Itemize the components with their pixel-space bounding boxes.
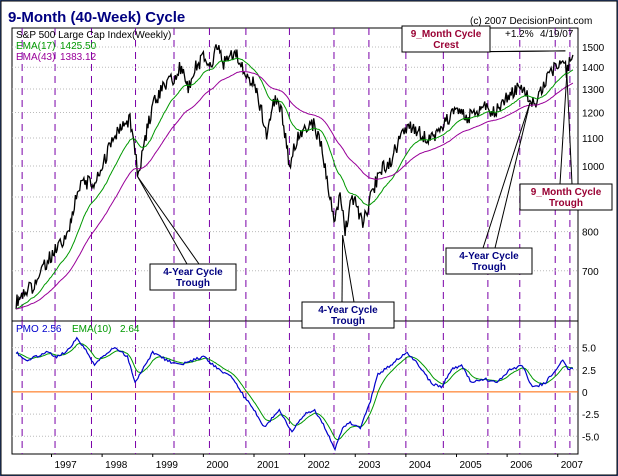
ema43-line (15, 71, 574, 310)
callout-text: 9_Month Cycle (531, 187, 602, 198)
callout-leader (342, 235, 355, 303)
y-tick-label: -2.5 (582, 410, 600, 421)
x-tick-label: 1997 (54, 460, 77, 471)
callout-leader (341, 235, 344, 303)
pmo-y-axis: 5.0 2.5 0 -2.5 -5.0 (582, 344, 600, 444)
callout-leader (559, 73, 568, 185)
x-tick-label: 2000 (206, 460, 229, 471)
callout-text: 4-Year Cycle (459, 251, 519, 262)
callout-text: Trough (472, 262, 506, 273)
callout-leader (482, 102, 531, 249)
legend-ema17-label: EMA(17) (16, 41, 55, 52)
callout-box (445, 247, 533, 275)
x-tick-label: 2005 (459, 460, 482, 471)
legend-pmo-value: 2.56 (42, 324, 62, 335)
y-tick-label: 1100 (582, 134, 604, 145)
x-tick-label: 2004 (409, 460, 432, 471)
legend-pmo-ema-value: 2.64 (120, 324, 140, 335)
y-tick-label: 2.5 (582, 366, 596, 377)
callout-box (519, 183, 613, 211)
legend-pmo-label: PMO (16, 324, 39, 335)
x-tick-label: 2003 (358, 460, 381, 471)
x-axis: 1997 1998 1999 2000 2001 2002 2003 2004 2005 2006… (50, 454, 584, 471)
pmo-grid (12, 347, 578, 437)
callout-leader (137, 176, 200, 265)
legend-ema43-label: EMA(43) (16, 52, 55, 63)
callout-box (301, 301, 395, 329)
callout-text: Trough (176, 278, 210, 289)
y-tick-label: 1400 (582, 63, 605, 74)
ema17-line (15, 57, 574, 310)
legend-pmo-ema-label: EMA(10) (72, 324, 111, 335)
y-tick-label: 1500 (582, 43, 605, 54)
callout-box (401, 25, 491, 53)
y-tick-label: 1200 (582, 108, 605, 119)
y-tick-label: 5.0 (582, 344, 596, 355)
callout-text: 9_Month Cycle (411, 29, 482, 40)
x-tick-label: 2007 (561, 460, 584, 471)
y-tick-label: 1300 (582, 85, 605, 96)
callout-leader (137, 176, 188, 265)
last-date-label: 4/19/07 (540, 29, 574, 40)
price-series-bars (15, 44, 574, 310)
pmo-line (15, 336, 574, 452)
callout-text: 4-Year Cycle (318, 305, 378, 316)
y-tick-label: 800 (582, 228, 599, 239)
y-tick-label: 700 (582, 267, 599, 278)
x-tick-label: 2006 (510, 460, 533, 471)
pmo-cycle-lines (21, 321, 571, 454)
callout-box (149, 263, 237, 291)
y-tick-label: 1000 (582, 162, 605, 173)
chart-title: 9-Month (40-Week) Cycle (8, 9, 185, 26)
legend-ema17-value: 1425.50 (60, 41, 97, 52)
pmo-ema10-line (15, 342, 573, 441)
x-tick-label: 2001 (257, 460, 280, 471)
y-tick-label: 0 (582, 388, 588, 399)
callout-text: 4-Year Cycle (163, 267, 223, 278)
x-tick-label: 1999 (156, 460, 179, 471)
y-tick-label: -5.0 (582, 432, 600, 443)
legend-price: S&P 500 Large Cap Index(Weekly) (16, 30, 171, 41)
callout-leader (494, 102, 531, 249)
callout-text: Trough (549, 198, 583, 209)
legend-ema43-value: 1383.12 (60, 52, 97, 63)
x-tick-label: 2002 (308, 460, 331, 471)
last-change-label: +1.2% (505, 29, 534, 40)
x-tick-label: 1998 (105, 460, 128, 471)
callout-text: Crest (433, 40, 459, 51)
callout-text: Trough (331, 316, 365, 327)
copyright-label: (c) 2007 DecisionPoint.com (470, 16, 592, 27)
callout-leader (566, 73, 573, 185)
pmo-panel (11, 320, 579, 455)
